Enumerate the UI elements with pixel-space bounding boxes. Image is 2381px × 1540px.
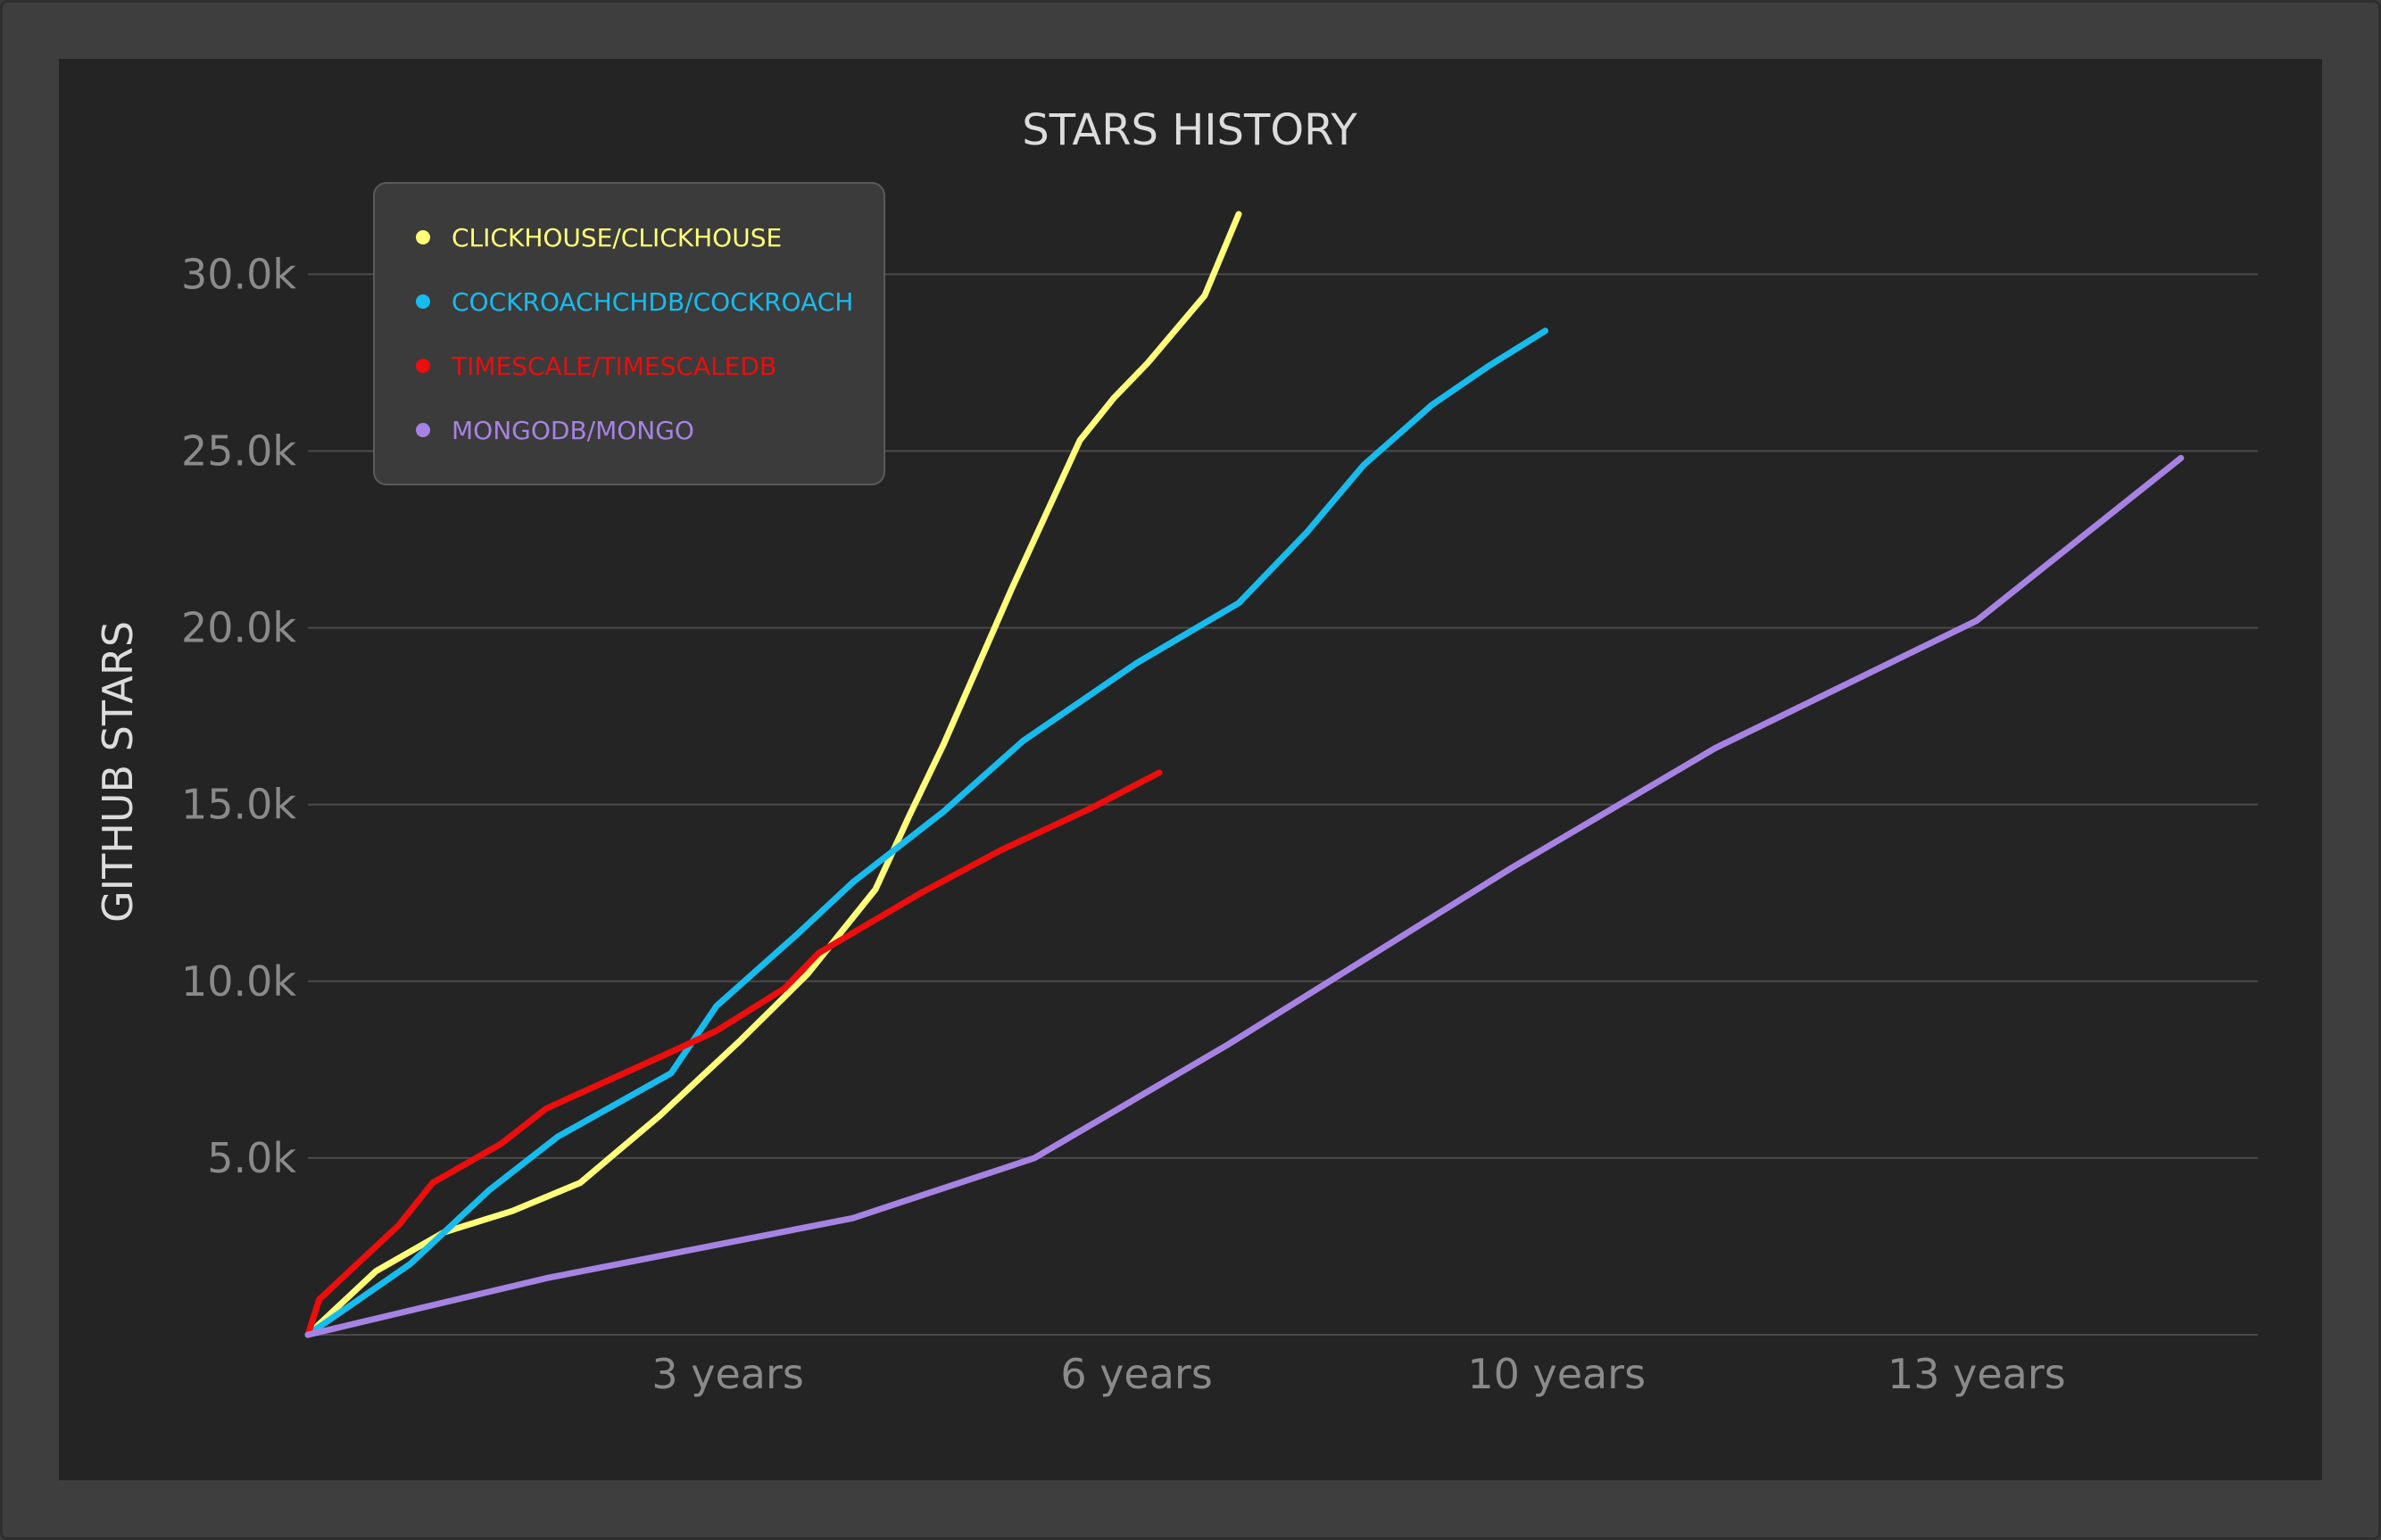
x-tick-label: 3 years [651, 1350, 803, 1398]
x-tick-label: 13 years [1887, 1350, 2066, 1398]
y-tick-label: 10.0k [181, 957, 296, 1006]
legend-marker [416, 294, 430, 309]
series-line-timescale-timescaledb [304, 769, 1163, 1338]
chart-title: STARS HISTORY [1022, 105, 1357, 155]
y-tick-label: 5.0k [207, 1134, 296, 1182]
legend-marker [416, 423, 430, 437]
series-line-clickhouse-clickhouse [304, 211, 1242, 1338]
y-tick-label: 25.0k [181, 427, 296, 476]
y-axis-label: GITHUB STARS [94, 621, 142, 923]
legend-marker [416, 359, 430, 373]
legend: CLICKHOUSE/CLICKHOUSE COCKROACHCHDB/COCKR… [373, 182, 885, 485]
legend-label: TIMESCALE/TIMESCALEDB [451, 352, 776, 381]
y-tick-label: 15.0k [181, 781, 296, 829]
legend-box [373, 182, 885, 485]
legend-label: COCKROACHCHDB/COCKROACH [452, 287, 853, 317]
x-tick-label: 6 years [1060, 1350, 1212, 1398]
y-tick-label: 20.0k [181, 604, 296, 652]
series-line-mongodb-mongo [304, 454, 2185, 1338]
series-line-cockroachchdb-cockroach [304, 327, 1548, 1338]
y-tick-label: 30.0k [181, 250, 296, 298]
legend-label: CLICKHOUSE/CLICKHOUSE [452, 223, 782, 253]
x-tick-label: 10 years [1467, 1350, 1646, 1398]
legend-marker [416, 230, 430, 244]
legend-label: MONGODB/MONGO [452, 416, 694, 445]
